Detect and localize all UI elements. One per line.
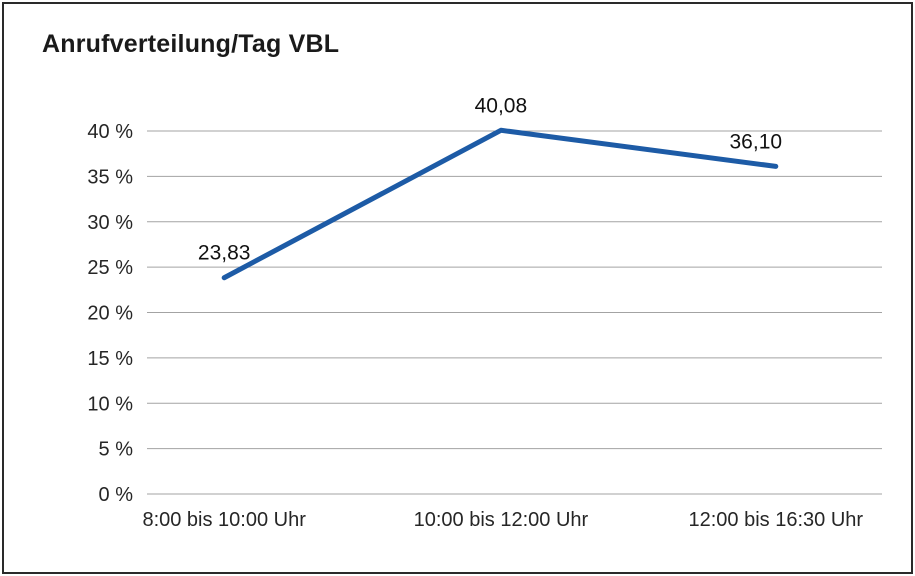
y-tick-label: 10 % — [87, 393, 133, 415]
x-tick-label: 10:00 bis 12:00 Uhr — [414, 509, 589, 531]
y-tick-label: 5 % — [99, 439, 134, 461]
data-line — [221, 127, 779, 281]
y-tick-label: 30 % — [87, 212, 133, 234]
data-label: 23,83 — [198, 242, 251, 265]
line-chart: 0 % 5 % 10 % 15 % 20 % 25 % 30 % 35 % 40 % 8:00 b… — [87, 94, 882, 531]
y-tick-label: 15 % — [87, 348, 133, 370]
data-label: 40,08 — [475, 94, 528, 117]
x-tick-label: 8:00 bis 10:00 Uhr — [142, 509, 306, 531]
y-tick-label: 0 % — [99, 484, 134, 506]
chart-title: Anrufverteilung/Tag VBL — [42, 30, 340, 58]
x-tick-label: 12:00 bis 16:30 Uhr — [689, 509, 864, 531]
data-label: 36,10 — [730, 130, 783, 153]
y-tick-label: 25 % — [87, 257, 133, 279]
y-tick-label: 40 % — [87, 121, 133, 143]
y-tick-label: 20 % — [87, 303, 133, 325]
y-tick-label: 35 % — [87, 166, 133, 188]
